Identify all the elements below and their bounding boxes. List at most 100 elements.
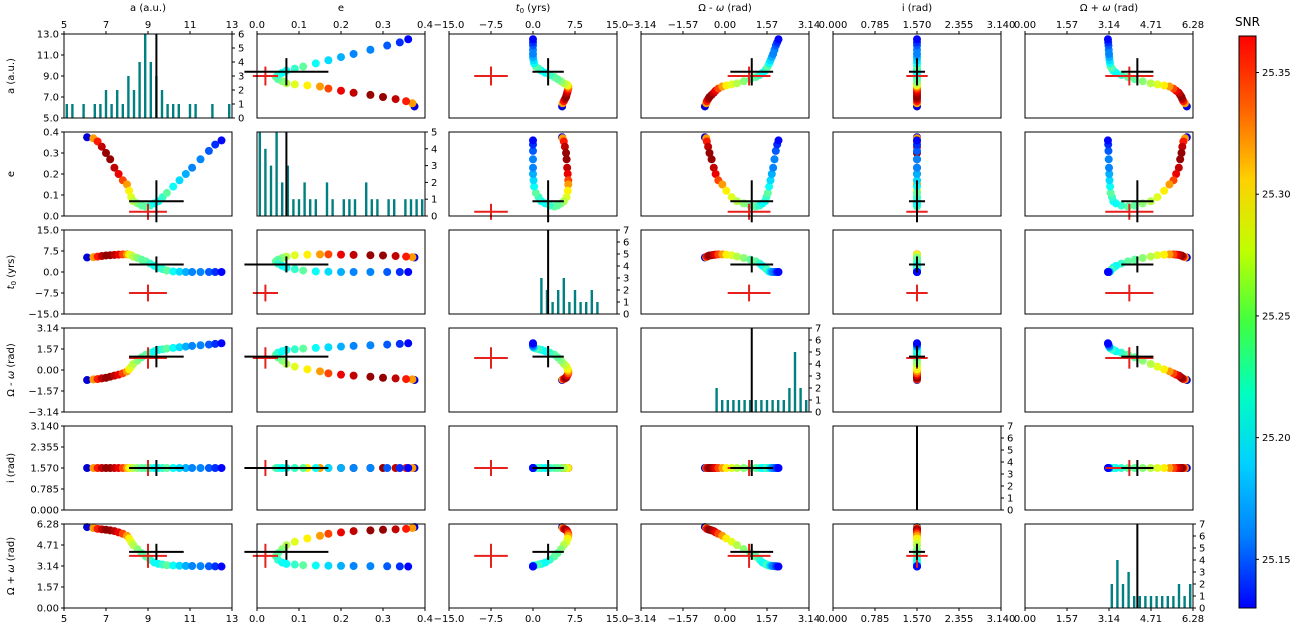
top-x-tick-label: 13: [226, 20, 239, 31]
sample-point: [529, 146, 537, 155]
panel-r2-c0: −15.0 −7.5 0.0 7.5 15.0 t0 (yrs): [6, 226, 233, 321]
hist-tick-label: 1: [1199, 592, 1205, 603]
sample-point: [1106, 182, 1115, 191]
sample-point: [1138, 254, 1147, 262]
sample-point: [162, 561, 171, 570]
sample-point: [1104, 155, 1113, 164]
hist-bar: [297, 199, 301, 216]
hist-bar: [1144, 596, 1147, 608]
top-x-tick-label: 3.14: [798, 20, 820, 31]
sample-point: [404, 562, 413, 571]
hist-tick-label: 3: [431, 161, 437, 172]
top-x-tick-label: 1.57: [1056, 20, 1078, 31]
hist-bar: [557, 290, 560, 314]
top-x-tick-label: 11: [184, 20, 197, 31]
sample-point: [765, 182, 774, 191]
hist-bar: [325, 182, 329, 216]
sample-point: [1153, 362, 1162, 371]
sample-point: [913, 35, 921, 44]
hist-bar: [743, 400, 746, 412]
sample-point: [722, 186, 731, 195]
hist-tick-label: 4: [431, 144, 437, 155]
top-x-tick-label: 3.14: [1098, 20, 1120, 31]
hist-bar: [82, 104, 85, 118]
sample-point: [1153, 80, 1162, 89]
sample-point: [299, 62, 308, 71]
hist-tick-label: 1: [431, 195, 437, 206]
hist-tick-label: 6: [1007, 434, 1013, 445]
sample-point: [562, 155, 571, 164]
sample-point: [366, 90, 375, 99]
sample-point: [705, 149, 714, 157]
sample-point: [366, 372, 375, 381]
sample-point: [217, 339, 226, 348]
sample-point: [83, 376, 92, 385]
y-tick-label: −1.57: [28, 387, 59, 398]
y-tick-label: 7.0: [43, 93, 59, 104]
panel-r0-c1: 0.0 0.1 0.2 0.3 0.4 e: [244, 3, 433, 119]
sample-point: [204, 340, 213, 349]
top-x-axis-label: a (a.u.): [130, 3, 166, 14]
panel-frame: [1024, 131, 1194, 217]
snr-colorbar: SNR 25.15 25.20 25.25 25.30 25.35: [1235, 15, 1291, 609]
sample-point: [290, 345, 299, 354]
sample-point: [774, 268, 783, 276]
sample-point: [316, 250, 324, 259]
hist-tick-label: 6: [1199, 532, 1205, 543]
panel-frame: [1024, 229, 1194, 315]
sample-point: [563, 163, 572, 172]
y-tick-label: 1.57: [37, 345, 59, 356]
sample-point: [1104, 146, 1113, 155]
panel-r2-c1: [244, 229, 426, 315]
sample-point: [408, 99, 417, 108]
sample-point: [324, 250, 333, 259]
sample-point: [181, 268, 190, 276]
bottom-x-tick-label: 3.140: [987, 614, 1016, 625]
panel-r4-c5: [1024, 425, 1194, 511]
panel-frame: [832, 229, 1002, 315]
hist-tick-label: 0: [1007, 506, 1013, 517]
y-tick-label: −15.0: [28, 310, 59, 321]
hist-bar: [286, 165, 289, 216]
y-tick-label: 3.14: [37, 562, 59, 573]
sample-point: [162, 344, 171, 353]
panel-frame: [256, 131, 426, 217]
hist-bar: [292, 199, 295, 216]
sample-point: [769, 163, 778, 172]
panel-r3-c1: [244, 327, 426, 413]
sample-point: [408, 375, 417, 384]
y-tick-label: 0.3: [43, 149, 59, 160]
bottom-x-tick-label: 9: [145, 614, 151, 625]
panel-frame: [640, 425, 810, 511]
colorbar-tick-label: 25.20: [1262, 433, 1291, 444]
sample-point: [395, 38, 404, 47]
panel-frame: [640, 33, 810, 119]
sample-point: [1123, 202, 1132, 211]
panel-r2-c3: [640, 229, 810, 315]
hist-tick-label: 3: [1007, 470, 1013, 481]
hist-bar: [799, 388, 802, 412]
sample-point: [303, 534, 312, 543]
sample-point: [1103, 268, 1112, 276]
colorbar-tick-label: 25.30: [1262, 190, 1291, 201]
sample-point: [733, 79, 742, 88]
hist-bar: [721, 400, 724, 412]
bottom-x-tick-label: 3.14: [798, 614, 820, 625]
colorbar-tick-label: 25.25: [1262, 311, 1291, 322]
sample-point: [211, 464, 220, 472]
sample-point: [311, 59, 320, 68]
panel-frame: [1024, 425, 1194, 511]
hist-tick-label: 3: [623, 274, 629, 285]
hist-bar: [715, 388, 718, 412]
y-tick-label: 9.0: [43, 72, 59, 83]
top-x-tick-label: 15.0: [606, 20, 628, 31]
sample-point: [1160, 365, 1169, 374]
y-axis-label: Ω + ω (rad): [6, 537, 17, 595]
hist-bar: [331, 199, 334, 216]
sample-point: [774, 136, 783, 145]
hist-bar: [415, 199, 418, 216]
top-x-tick-label: 0.00: [1014, 20, 1036, 31]
hist-bar: [110, 104, 113, 118]
sample-point: [1160, 81, 1169, 90]
